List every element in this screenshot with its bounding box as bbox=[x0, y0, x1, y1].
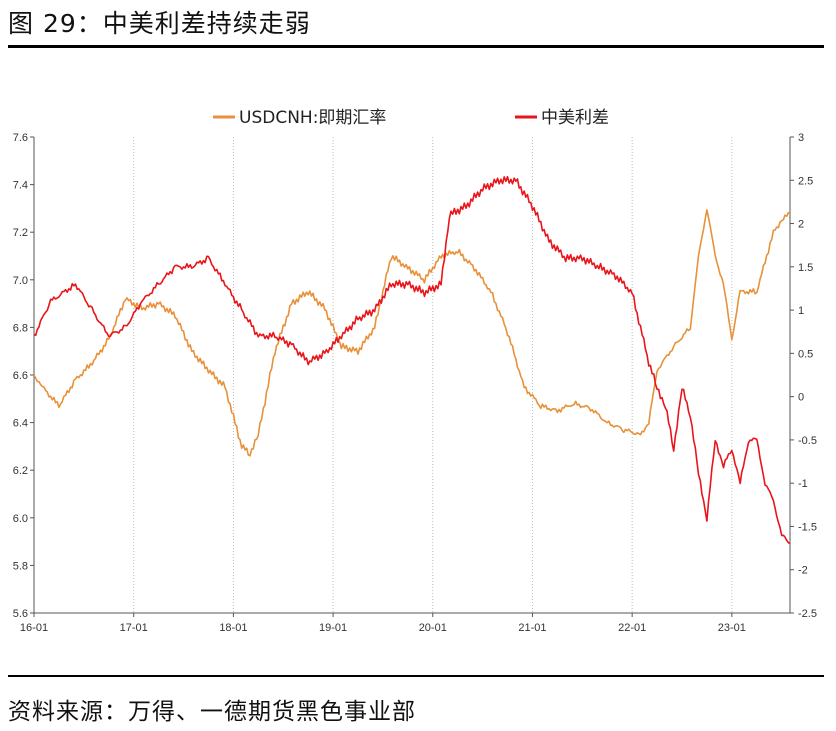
y-left-tick-label: 6.2 bbox=[13, 465, 28, 477]
source-note: 资料来源：万得、一德期货黑色事业部 bbox=[8, 699, 416, 725]
source-rule bbox=[8, 675, 824, 677]
y-right-tick-label: 2.5 bbox=[798, 175, 813, 187]
y-right-tick-label: -1.5 bbox=[798, 521, 817, 533]
y-left-tick-label: 6.0 bbox=[13, 513, 28, 525]
title-rule bbox=[8, 45, 824, 48]
chart-svg: 16-01 17-01 18-01 19-01 20-01 21-01 22-01 23-01… bbox=[13, 108, 817, 634]
y-left-tick-label: 7.0 bbox=[13, 275, 28, 287]
y-left-tick-label: 6.4 bbox=[13, 418, 28, 430]
y-right-tick-label: -0.5 bbox=[798, 435, 817, 447]
y-left-tick-label: 7.6 bbox=[13, 132, 28, 144]
y-right-tick-label: -2 bbox=[798, 565, 808, 577]
y-left-tick-label: 7.4 bbox=[13, 180, 28, 192]
y-right-tick-label: -1 bbox=[798, 478, 808, 490]
y-right-tick-label: 0.5 bbox=[798, 348, 813, 360]
legend-label: 中美利差 bbox=[541, 108, 609, 128]
x-tick-label: 22-01 bbox=[618, 622, 646, 634]
x-tick-label: 16-01 bbox=[20, 622, 48, 634]
x-tick-label: 23-01 bbox=[718, 622, 746, 634]
y-right-tick-label: 1 bbox=[798, 305, 804, 317]
y-left-tick-label: 6.8 bbox=[13, 322, 28, 334]
y-left-tick-label: 5.8 bbox=[13, 560, 28, 572]
x-tick-label: 20-01 bbox=[419, 622, 447, 634]
x-tick-label: 21-01 bbox=[518, 622, 546, 634]
legend-label: USDCNH:即期汇率 bbox=[239, 108, 386, 128]
series-line-spread bbox=[33, 175, 791, 545]
y-left-tick-label: 6.6 bbox=[13, 370, 28, 382]
y-right-tick-label: -2.5 bbox=[798, 608, 817, 620]
chart-legend: USDCNH:即期汇率 中美利差 bbox=[213, 108, 609, 128]
x-tick-label: 17-01 bbox=[120, 622, 148, 634]
x-tick-label: 18-01 bbox=[219, 622, 247, 634]
y-right-tick-label: 0 bbox=[798, 392, 804, 404]
y-right-tick-label: 1.5 bbox=[798, 262, 813, 274]
y-left-tick-label: 7.2 bbox=[13, 227, 28, 239]
y-right-tick-label: 3 bbox=[798, 132, 804, 144]
y-right-tick-label: 2 bbox=[798, 219, 804, 231]
x-tick-label: 19-01 bbox=[319, 622, 347, 634]
chart-panel: 16-01 17-01 18-01 19-01 20-01 21-01 22-01 23-01… bbox=[8, 64, 824, 652]
figure-title: 图 29：中美利差持续走弱 bbox=[8, 9, 311, 38]
series-line-usdcnh bbox=[33, 209, 791, 457]
y-left-tick-label: 5.6 bbox=[13, 608, 28, 620]
